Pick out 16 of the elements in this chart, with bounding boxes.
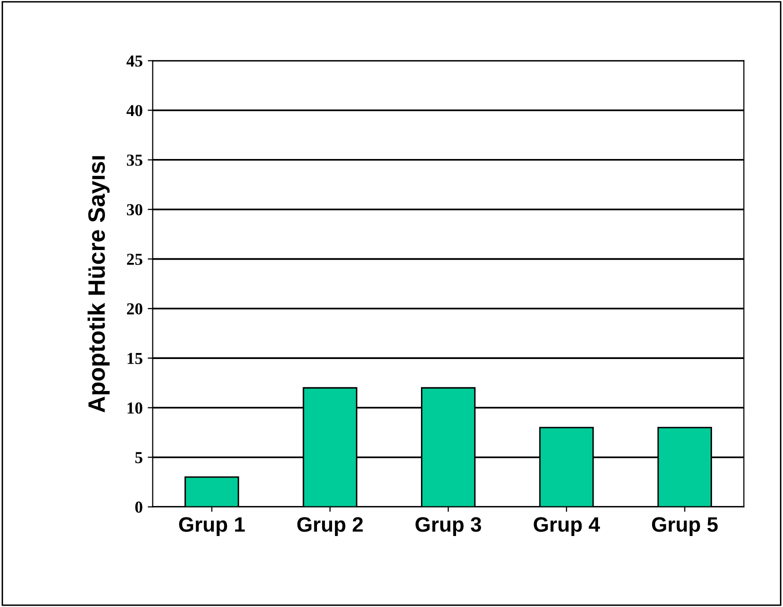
y-tick-label: 15 bbox=[128, 352, 142, 364]
y-tick-label: 5 bbox=[135, 452, 142, 464]
x-tick-label: Grup 2 bbox=[297, 517, 363, 536]
x-tick-label: Grup 1 bbox=[179, 517, 245, 536]
y-tick-label: 25 bbox=[126, 254, 142, 265]
y-tick-label: 35 bbox=[126, 154, 142, 166]
x-tick-label: Grup 4 bbox=[534, 517, 600, 536]
y-tick-label: 30 bbox=[126, 204, 142, 216]
x-tick-label: Grup 3 bbox=[416, 517, 482, 536]
y-tick-label: 40 bbox=[126, 104, 142, 116]
y-axis-title: Apoptotik Hücre Sayısı bbox=[88, 156, 110, 412]
y-tick-label: 20 bbox=[126, 303, 142, 315]
y-tick-label: 45 bbox=[126, 56, 142, 67]
y-tick-label: 0 bbox=[135, 502, 142, 513]
y-tick-label: 10 bbox=[128, 402, 142, 414]
x-tick-label: Grup 5 bbox=[652, 517, 718, 536]
